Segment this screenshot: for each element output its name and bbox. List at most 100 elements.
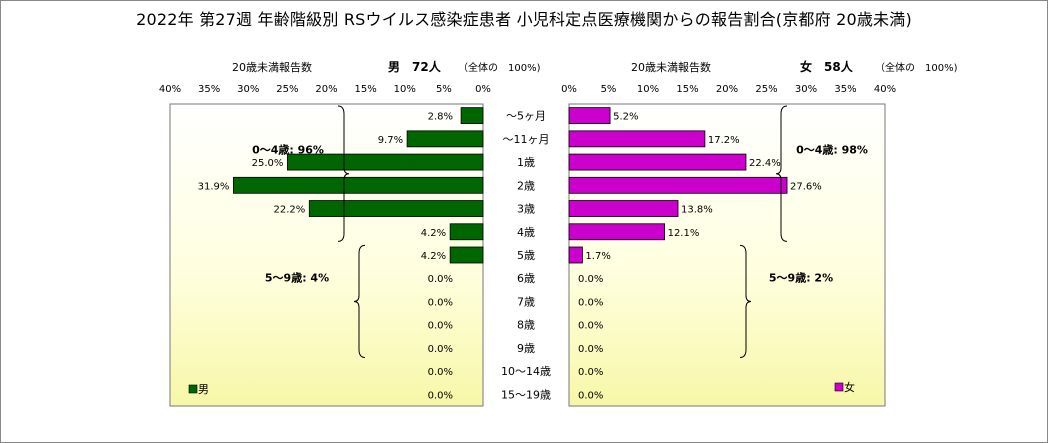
right-bars	[568, 107, 788, 264]
male-value-label: 0.0%	[428, 321, 453, 332]
female-value-label: 0.0%	[578, 344, 603, 355]
group-label: 5～9歳: 4%	[265, 270, 329, 284]
group-bracket	[739, 244, 752, 359]
left-series-header: 男 72人	[388, 59, 442, 74]
right-tick-label: 40%	[874, 84, 896, 95]
male-value-label: 9.7%	[378, 135, 403, 146]
right-tick-label: 20%	[716, 84, 738, 95]
female-value-label: 0.0%	[578, 367, 603, 378]
category-label: 6歳	[517, 272, 535, 285]
male-value-label: 0.0%	[428, 344, 453, 355]
male-bar	[286, 153, 484, 171]
male-bar	[406, 130, 484, 148]
group-brackets: 0～4歳: 96% 5～9歳: 4% 0～4歳: 98% 5～9歳: 2%	[252, 105, 868, 359]
group-label: 5～9歳: 2%	[769, 270, 833, 284]
right-tick-label: 25%	[755, 84, 777, 95]
category-label: 8歳	[517, 319, 535, 332]
female-value-label: 0.0%	[578, 297, 603, 308]
legend-male-label: 男	[198, 383, 209, 396]
category-label: 1歳	[517, 156, 535, 169]
male-bar	[449, 223, 484, 241]
male-value-label: 0.0%	[428, 390, 453, 401]
right-tick-label: 30%	[795, 84, 817, 95]
female-bar	[568, 223, 665, 241]
left-series-note: （全体の 100%)	[458, 61, 541, 74]
left-tick-label: 25%	[276, 84, 298, 95]
left-tick-label: 15%	[355, 84, 377, 95]
right-series-note: （全体の 100%)	[875, 61, 958, 74]
left-tick-label: 0%	[475, 84, 491, 95]
category-label: 5歳	[517, 249, 535, 262]
left-tick-label: 20%	[315, 84, 337, 95]
category-label: 2歳	[517, 179, 535, 192]
left-tick-label: 10%	[394, 84, 416, 95]
legend-female: 女	[834, 380, 855, 394]
male-value-label: 4.2%	[421, 251, 446, 262]
male-value-label: 22.2%	[274, 205, 306, 216]
legend-male: 男	[188, 383, 209, 396]
left-value-labels: 2.8% 9.7% 25.0% 31.9% 22.2% 4.2% 4.2% 0.0% 0.0% 0…	[198, 112, 453, 402]
male-bar	[232, 176, 484, 194]
female-value-label: 5.2%	[613, 112, 638, 123]
male-value-label: 31.9%	[198, 181, 230, 192]
group-bracket	[353, 244, 366, 359]
male-value-label: 4.2%	[421, 228, 446, 239]
male-value-label: 0.0%	[428, 297, 453, 308]
category-label: 4歳	[517, 226, 535, 239]
category-label: 7歳	[517, 295, 535, 308]
left-axis-label: 20歳未満報告数	[232, 61, 312, 74]
category-labels: ～5ヶ月 ～11ヶ月 1歳 2歳 3歳 4歳 5歳 6歳 7歳 8歳 9歳 10～14歳 15～19歳	[501, 110, 551, 402]
female-value-label: 17.2%	[708, 135, 740, 146]
male-bar	[460, 107, 484, 125]
right-tick-label: 35%	[834, 84, 856, 95]
right-x-ticks: 0% 5% 10% 15% 20% 25% 30% 35% 40%	[561, 84, 896, 95]
left-tick-label: 35%	[198, 84, 220, 95]
right-tick-label: 15%	[676, 84, 698, 95]
left-tick-label: 5%	[436, 84, 452, 95]
category-label: ～11ヶ月	[503, 133, 550, 146]
legend-female-label: 女	[844, 380, 855, 394]
female-value-label: 0.0%	[578, 321, 603, 332]
female-bar	[568, 176, 788, 194]
category-label: 3歳	[517, 203, 535, 216]
left-tick-label: 30%	[237, 84, 259, 95]
right-series-header: 女 58人	[800, 59, 854, 74]
chart-title: 2022年 第27週 年齢階級別 RSウイルス感染症患者 小児科定点医療機関から…	[136, 10, 912, 29]
right-axis-label: 20歳未満報告数	[631, 61, 711, 74]
female-value-label: 1.7%	[585, 251, 610, 262]
male-bar	[449, 246, 484, 264]
female-value-label: 12.1%	[668, 228, 700, 239]
right-tick-label: 0%	[561, 84, 577, 95]
male-value-label: 0.0%	[428, 274, 453, 285]
male-bar	[308, 200, 484, 217]
category-label: 10～14歳	[501, 365, 551, 378]
male-value-label: 2.8%	[428, 112, 453, 123]
male-value-label: 0.0%	[428, 367, 453, 378]
category-label: ～5ヶ月	[506, 110, 546, 123]
female-bar	[568, 246, 583, 264]
group-label: 0～4歳: 96%	[252, 143, 324, 157]
right-tick-label: 10%	[637, 84, 659, 95]
female-bar	[568, 130, 706, 148]
female-value-label: 0.0%	[578, 274, 603, 285]
female-value-label: 13.8%	[681, 205, 713, 216]
group-bracket	[775, 105, 788, 242]
legend-female-swatch	[834, 382, 844, 392]
female-bar	[568, 200, 679, 217]
legend-male-swatch	[188, 384, 198, 394]
group-bracket	[337, 105, 350, 242]
right-value-labels: 5.2% 17.2% 22.4% 27.6% 13.8% 12.1% 1.7% 0.0% 0.0…	[578, 112, 822, 402]
left-tick-label: 40%	[159, 84, 181, 95]
female-value-label: 22.4%	[749, 158, 781, 169]
female-bar	[568, 107, 611, 125]
category-label: 9歳	[517, 342, 535, 355]
female-value-label: 0.0%	[578, 390, 603, 401]
left-x-ticks: 40% 35% 30% 25% 20% 15% 10% 5% 0%	[159, 84, 491, 95]
group-label: 0～4歳: 98%	[796, 143, 868, 157]
left-bars	[232, 107, 484, 264]
male-value-label: 25.0%	[252, 158, 284, 169]
right-tick-label: 5%	[601, 84, 617, 95]
category-label: 15～19歳	[501, 388, 551, 401]
female-value-label: 27.6%	[790, 181, 822, 192]
